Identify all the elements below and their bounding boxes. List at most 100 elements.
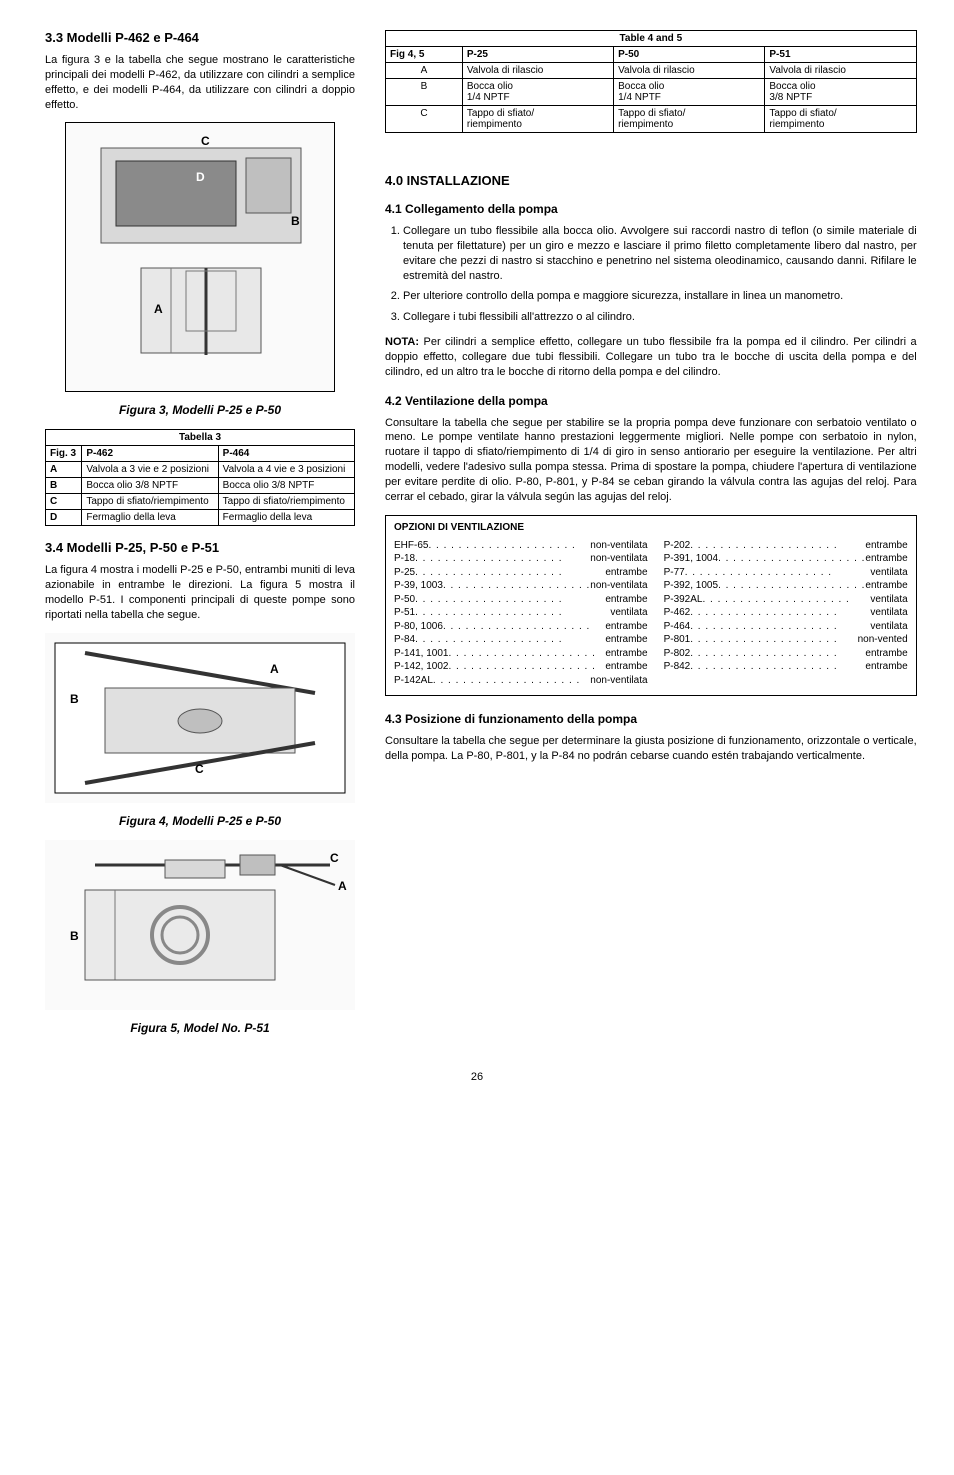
tab3-r3c0: D bbox=[46, 510, 82, 526]
opzioni-title: OPZIONI DI VENTILAZIONE bbox=[394, 522, 908, 533]
opzioni-row: P-18non-ventilata bbox=[394, 552, 648, 566]
nota-text: Per cilindri a semplice effetto, collega… bbox=[385, 336, 917, 378]
tab45-r0c2: Valvola di rilascio bbox=[614, 63, 765, 79]
dots bbox=[718, 579, 865, 593]
opzioni-row: P-50 entrambe bbox=[394, 593, 648, 607]
tab45-r2c2: Tappo di sfiato/ riempimento bbox=[614, 106, 765, 133]
opzioni-row: P-141, 1001entrambe bbox=[394, 647, 648, 661]
figure-3-caption: Figura 3, Modelli P-25 e P-50 bbox=[45, 403, 355, 417]
opzioni-row: P-464 ventilata bbox=[664, 620, 908, 634]
dots bbox=[702, 593, 870, 607]
opzioni-value: non-ventilata bbox=[590, 674, 647, 688]
opzioni-value: entrambe bbox=[605, 647, 647, 661]
opzioni-model: P-142AL bbox=[394, 674, 433, 688]
opzioni-model: P-462 bbox=[664, 606, 691, 620]
tab45-r1c0: B bbox=[386, 79, 463, 106]
tab3-r0c1: Valvola a 3 vie e 2 posizioni bbox=[82, 462, 218, 478]
dots bbox=[690, 539, 865, 553]
opzioni-row: P-392, 1005 entrambe bbox=[664, 579, 908, 593]
dots bbox=[415, 633, 605, 647]
opzioni-value: entrambe bbox=[865, 539, 907, 553]
svg-text:D: D bbox=[196, 170, 205, 184]
opzioni-row: P-142, 1002entrambe bbox=[394, 660, 648, 674]
tab3-r0c0: A bbox=[46, 462, 82, 478]
opzioni-value: entrambe bbox=[865, 579, 907, 593]
opzioni-value: ventilata bbox=[870, 606, 907, 620]
heading-4-3: 4.3 Posizione di funzionamento della pom… bbox=[385, 712, 917, 726]
opzioni-value: ventilata bbox=[870, 593, 907, 607]
opzioni-model: P-18 bbox=[394, 552, 415, 566]
tab3-h2: P-464 bbox=[218, 446, 354, 462]
opzioni-model: P-392AL bbox=[664, 593, 703, 607]
tab45-h2: P-50 bbox=[614, 47, 765, 63]
tab3-r2c2: Tappo di sfiato/riempimento bbox=[218, 494, 354, 510]
opzioni-model: P-142, 1002 bbox=[394, 660, 449, 674]
opzioni-box: OPZIONI DI VENTILAZIONE EHF-65non-ventil… bbox=[385, 515, 917, 697]
opzioni-model: P-39, 1003 bbox=[394, 579, 443, 593]
tab45-r1c1: Bocca olio 1/4 NPTF bbox=[462, 79, 613, 106]
tab3-r1c1: Bocca olio 3/8 NPTF bbox=[82, 478, 218, 494]
dots bbox=[415, 606, 610, 620]
tab3-r3c1: Fermaglio della leva bbox=[82, 510, 218, 526]
figure-4: B A C bbox=[45, 633, 355, 806]
opzioni-value: ventilata bbox=[870, 620, 907, 634]
dots bbox=[690, 606, 870, 620]
tab45-r1c3: Bocca olio 3/8 NPTF bbox=[765, 79, 916, 106]
para-4-3: Consultare la tabella che segue per dete… bbox=[385, 734, 917, 764]
opzioni-model: P-392, 1005 bbox=[664, 579, 719, 593]
opzioni-model: P-464 bbox=[664, 620, 691, 634]
svg-text:A: A bbox=[338, 879, 347, 893]
step-4-1-3: Collegare i tubi flessibili all'attrezzo… bbox=[403, 310, 917, 325]
opzioni-model: P-842 bbox=[664, 660, 691, 674]
tab45-r0c1: Valvola di rilascio bbox=[462, 63, 613, 79]
svg-text:A: A bbox=[154, 302, 163, 316]
opzioni-value: entrambe bbox=[605, 593, 647, 607]
opzioni-row: P-142AL non-ventilata bbox=[394, 674, 648, 688]
tab45-title: Table 4 and 5 bbox=[386, 31, 917, 47]
opzioni-row: P-80, 1006entrambe bbox=[394, 620, 648, 634]
dots bbox=[690, 633, 857, 647]
opzioni-model: P-50 bbox=[394, 593, 415, 607]
tab3-r3c2: Fermaglio della leva bbox=[218, 510, 354, 526]
tab3-h0: Fig. 3 bbox=[46, 446, 82, 462]
svg-text:C: C bbox=[201, 134, 210, 148]
tab45-r2c3: Tappo di sfiato/ riempimento bbox=[765, 106, 916, 133]
svg-text:C: C bbox=[330, 851, 339, 865]
opzioni-row: P-391, 1004entrambe bbox=[664, 552, 908, 566]
dots bbox=[690, 620, 870, 634]
tab3-r2c0: C bbox=[46, 494, 82, 510]
opzioni-model: P-801 bbox=[664, 633, 691, 647]
opzioni-value: ventilata bbox=[610, 606, 647, 620]
opzioni-model: P-84 bbox=[394, 633, 415, 647]
opzioni-row: P-39, 1003non-ventilata bbox=[394, 579, 648, 593]
heading-4-0: 4.0 INSTALLAZIONE bbox=[385, 173, 917, 188]
opzioni-model: P-25 bbox=[394, 566, 415, 580]
opzioni-row: P-51ventilata bbox=[394, 606, 648, 620]
opzioni-value: entrambe bbox=[605, 620, 647, 634]
dots bbox=[443, 620, 605, 634]
tab3-title: Tabella 3 bbox=[46, 430, 355, 446]
figure-3: C D B A bbox=[45, 122, 355, 395]
opzioni-row: P-77ventilata bbox=[664, 566, 908, 580]
opzioni-row: EHF-65non-ventilata bbox=[394, 539, 648, 553]
tab3-r0c2: Valvola a 4 vie e 3 posizioni bbox=[218, 462, 354, 478]
dots bbox=[690, 647, 865, 661]
heading-3-3: 3.3 Modelli P-462 e P-464 bbox=[45, 30, 355, 45]
tab3-r1c2: Bocca olio 3/8 NPTF bbox=[218, 478, 354, 494]
dots bbox=[433, 674, 590, 688]
tabella-3: Tabella 3 Fig. 3 P-462 P-464 A Valvola a… bbox=[45, 429, 355, 526]
opzioni-value: entrambe bbox=[605, 566, 647, 580]
opzioni-value: entrambe bbox=[865, 660, 907, 674]
opzioni-row: P-842 entrambe bbox=[664, 660, 908, 674]
tab45-r2c1: Tappo di sfiato/ riempimento bbox=[462, 106, 613, 133]
heading-4-2: 4.2 Ventilazione della pompa bbox=[385, 394, 917, 408]
dots bbox=[415, 593, 605, 607]
table-4-5: Table 4 and 5 Fig 4, 5 P-25 P-50 P-51 A … bbox=[385, 30, 917, 133]
heading-3-4: 3.4 Modelli P-25, P-50 e P-51 bbox=[45, 540, 355, 555]
opzioni-right-col: P-202entrambeP-391, 1004entrambeP-77vent… bbox=[664, 539, 908, 688]
opzioni-row: P-84entrambe bbox=[394, 633, 648, 647]
opzioni-value: entrambe bbox=[865, 647, 907, 661]
tab45-h1: P-25 bbox=[462, 47, 613, 63]
tab45-h3: P-51 bbox=[765, 47, 916, 63]
steps-4-1: Collegare un tubo flessibile alla bocca … bbox=[385, 224, 917, 325]
